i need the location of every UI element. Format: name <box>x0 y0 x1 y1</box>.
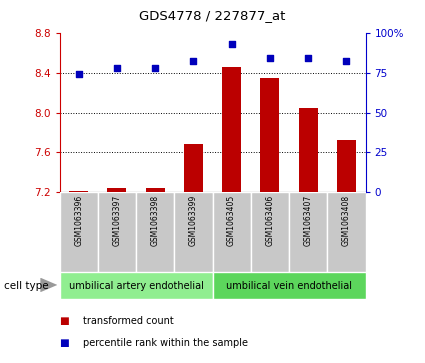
Bar <box>289 192 327 272</box>
Bar <box>98 192 136 272</box>
Text: GSM1063397: GSM1063397 <box>112 195 122 246</box>
Text: cell type: cell type <box>4 281 49 291</box>
Point <box>190 58 197 64</box>
Point <box>152 65 159 71</box>
Text: GSM1063405: GSM1063405 <box>227 195 236 246</box>
Bar <box>60 272 212 299</box>
Point <box>75 71 82 77</box>
Bar <box>260 78 280 192</box>
Text: GSM1063398: GSM1063398 <box>150 195 160 246</box>
Point <box>228 41 235 47</box>
Text: umbilical artery endothelial: umbilical artery endothelial <box>68 281 204 291</box>
Bar <box>212 192 251 272</box>
Point <box>343 58 350 64</box>
Bar <box>107 188 127 192</box>
Bar <box>145 188 164 192</box>
Point <box>266 55 273 61</box>
Bar <box>174 192 212 272</box>
Point <box>113 65 120 71</box>
Text: GSM1063407: GSM1063407 <box>303 195 313 246</box>
Text: GDS4778 / 227877_at: GDS4778 / 227877_at <box>139 9 286 22</box>
Bar <box>69 191 88 192</box>
Text: GSM1063408: GSM1063408 <box>342 195 351 246</box>
Bar <box>327 192 366 272</box>
Text: percentile rank within the sample: percentile rank within the sample <box>83 338 248 348</box>
Bar <box>136 192 174 272</box>
Text: transformed count: transformed count <box>83 316 174 326</box>
Bar <box>60 192 98 272</box>
Bar <box>298 107 317 192</box>
Bar <box>251 192 289 272</box>
Text: ■: ■ <box>60 338 69 348</box>
Bar <box>184 144 203 192</box>
Point <box>305 55 312 61</box>
Bar <box>212 272 366 299</box>
Bar <box>222 66 241 192</box>
Text: umbilical vein endothelial: umbilical vein endothelial <box>226 281 352 291</box>
Text: GSM1063406: GSM1063406 <box>265 195 275 246</box>
Text: GSM1063396: GSM1063396 <box>74 195 83 246</box>
Polygon shape <box>40 278 57 292</box>
Text: GSM1063399: GSM1063399 <box>189 195 198 246</box>
Text: ■: ■ <box>60 316 69 326</box>
Bar <box>337 140 356 192</box>
